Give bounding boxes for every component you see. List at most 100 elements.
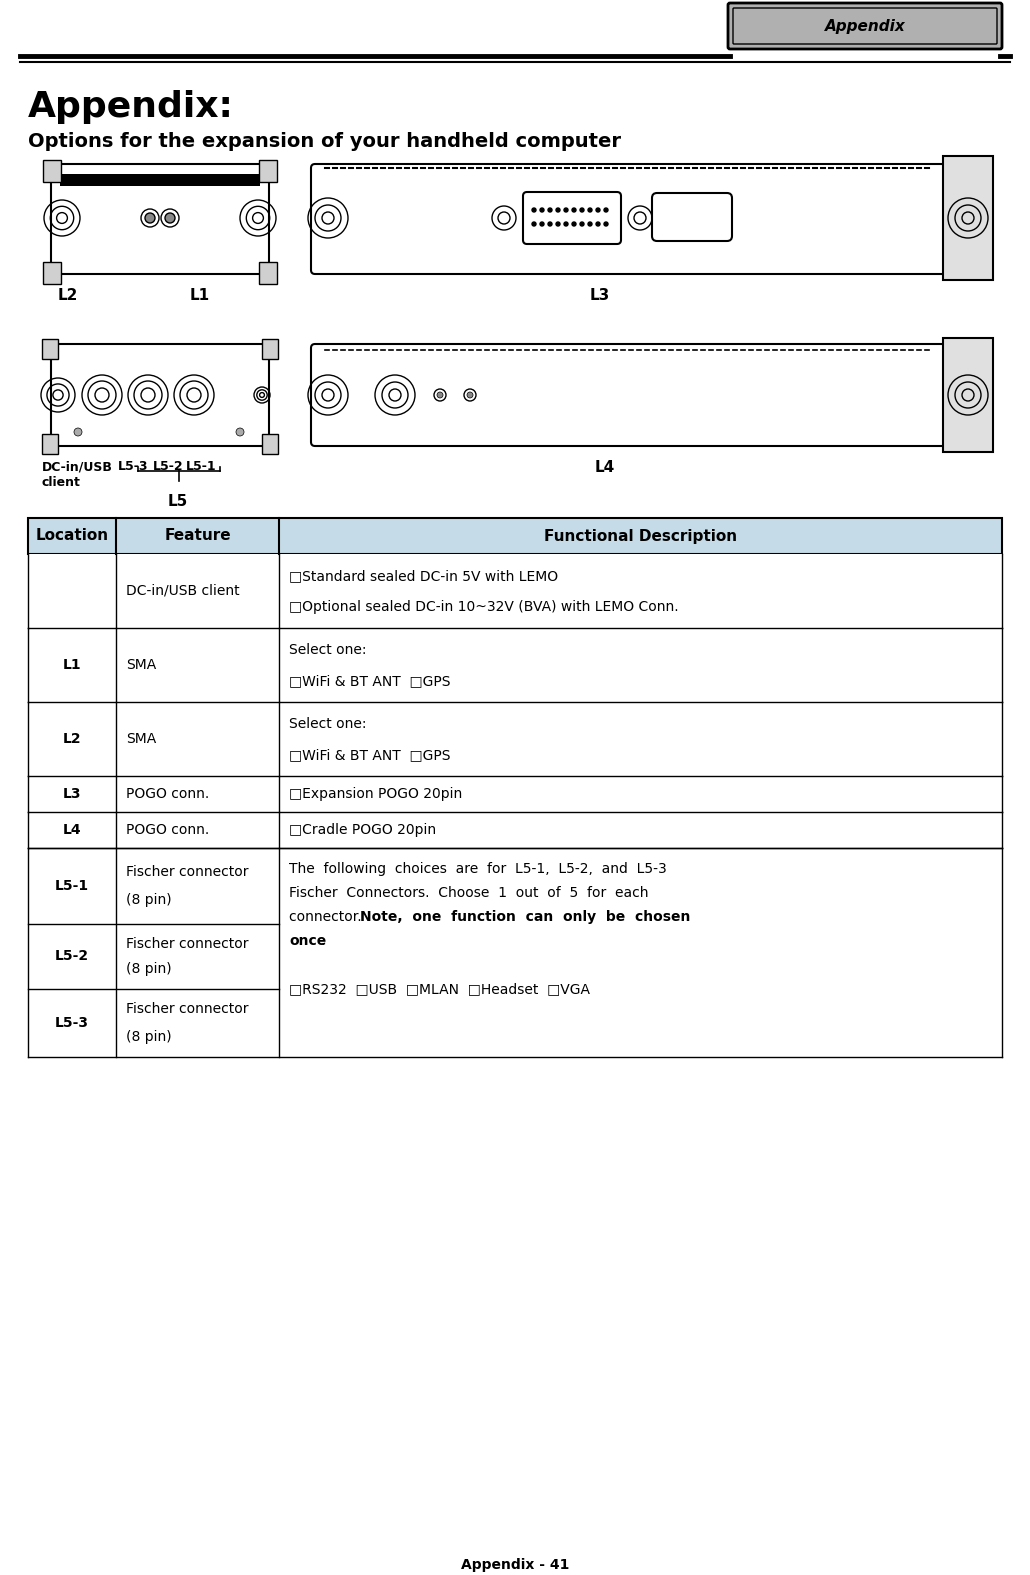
Text: client: client (42, 476, 81, 488)
Bar (28, 776, 1002, 813)
Bar (28, 518, 1002, 554)
Text: (8 pin): (8 pin) (126, 962, 172, 976)
FancyBboxPatch shape (311, 164, 949, 274)
Bar (28, 847, 1002, 1057)
Text: Functional Description: Functional Description (544, 529, 737, 543)
Text: L3: L3 (590, 288, 610, 302)
FancyBboxPatch shape (733, 8, 997, 44)
Bar (43, 161, 61, 183)
FancyBboxPatch shape (52, 164, 269, 274)
Text: L2: L2 (63, 732, 81, 747)
Text: Fischer  Connectors.  Choose  1  out  of  5  for  each: Fischer Connectors. Choose 1 out of 5 fo… (289, 887, 649, 899)
Bar (943, 339, 993, 452)
Text: Feature: Feature (164, 529, 231, 543)
Text: Appendix: Appendix (825, 19, 905, 33)
Bar (28, 518, 1002, 554)
Circle shape (588, 208, 592, 213)
Circle shape (572, 222, 576, 225)
Circle shape (540, 222, 544, 225)
Text: L2: L2 (58, 288, 78, 302)
Bar (28, 813, 1002, 847)
Text: POGO conn.: POGO conn. (126, 788, 209, 802)
Text: L5-3: L5-3 (55, 1016, 89, 1030)
Text: DC-in/USB: DC-in/USB (42, 460, 113, 472)
Text: Select one:: Select one: (289, 717, 367, 731)
Bar (43, 261, 61, 283)
Text: L5-1: L5-1 (185, 460, 216, 472)
Circle shape (572, 208, 576, 213)
Text: L1: L1 (190, 288, 210, 302)
Text: Fischer connector: Fischer connector (126, 1002, 248, 1016)
Circle shape (145, 213, 154, 224)
Bar (28, 554, 1002, 628)
Circle shape (74, 428, 82, 436)
Circle shape (580, 208, 584, 213)
Bar (262, 435, 278, 454)
Text: (8 pin): (8 pin) (126, 893, 172, 907)
Text: Fischer connector: Fischer connector (126, 937, 248, 950)
Text: SMA: SMA (126, 732, 157, 747)
Text: L5-2: L5-2 (152, 460, 183, 472)
Text: □Expansion POGO 20pin: □Expansion POGO 20pin (289, 788, 462, 802)
Text: Fischer connector: Fischer connector (126, 865, 248, 879)
Bar (42, 435, 58, 454)
Text: POGO conn.: POGO conn. (126, 824, 209, 836)
Text: Options for the expansion of your handheld computer: Options for the expansion of your handhe… (28, 132, 621, 151)
Text: □WiFi & BT ANT  □GPS: □WiFi & BT ANT □GPS (289, 674, 450, 688)
Text: L5: L5 (168, 495, 188, 509)
Text: Appendix:: Appendix: (28, 90, 234, 124)
Text: L5-3: L5-3 (117, 460, 148, 472)
Text: L4: L4 (595, 460, 615, 476)
Circle shape (236, 428, 244, 436)
Text: L4: L4 (63, 824, 81, 836)
Circle shape (604, 222, 608, 225)
Text: Location: Location (35, 529, 108, 543)
Circle shape (165, 213, 175, 224)
Circle shape (596, 222, 600, 225)
Circle shape (556, 208, 560, 213)
Text: L5-2: L5-2 (55, 950, 89, 964)
Bar (60, 173, 260, 186)
Text: □Optional sealed DC-in 10~32V (BVA) with LEMO Conn.: □Optional sealed DC-in 10~32V (BVA) with… (289, 600, 679, 614)
Circle shape (548, 222, 552, 225)
FancyBboxPatch shape (523, 192, 621, 244)
FancyBboxPatch shape (652, 194, 732, 241)
Text: SMA: SMA (126, 658, 157, 673)
FancyBboxPatch shape (728, 3, 1002, 49)
Text: .: . (321, 934, 325, 948)
Text: L3: L3 (63, 788, 81, 802)
Circle shape (564, 222, 568, 225)
Circle shape (580, 222, 584, 225)
Bar (943, 156, 993, 280)
Text: Appendix - 41: Appendix - 41 (460, 1558, 570, 1572)
Bar (28, 628, 1002, 702)
Text: □Cradle POGO 20pin: □Cradle POGO 20pin (289, 824, 436, 836)
Circle shape (533, 208, 536, 213)
Bar (259, 261, 277, 283)
Text: □Standard sealed DC-in 5V with LEMO: □Standard sealed DC-in 5V with LEMO (289, 569, 558, 583)
Text: L5-1: L5-1 (55, 879, 89, 893)
Bar (28, 702, 1002, 776)
Bar (259, 161, 277, 183)
Text: Select one:: Select one: (289, 643, 367, 657)
Bar (262, 339, 278, 359)
FancyBboxPatch shape (311, 343, 949, 446)
FancyBboxPatch shape (52, 343, 269, 446)
Circle shape (604, 208, 608, 213)
Circle shape (564, 208, 568, 213)
Circle shape (437, 392, 443, 398)
Circle shape (548, 208, 552, 213)
Circle shape (596, 208, 600, 213)
Bar (42, 339, 58, 359)
Text: □WiFi & BT ANT  □GPS: □WiFi & BT ANT □GPS (289, 748, 450, 762)
Text: once: once (289, 934, 327, 948)
Circle shape (540, 208, 544, 213)
Text: (8 pin): (8 pin) (126, 1030, 172, 1044)
Circle shape (467, 392, 473, 398)
Text: connector.: connector. (289, 910, 371, 925)
Circle shape (533, 222, 536, 225)
Text: Note,  one  function  can  only  be  chosen: Note, one function can only be chosen (360, 910, 690, 925)
Text: L1: L1 (63, 658, 81, 673)
Text: DC-in/USB client: DC-in/USB client (126, 584, 240, 599)
Text: The  following  choices  are  for  L5-1,  L5-2,  and  L5-3: The following choices are for L5-1, L5-2… (289, 862, 666, 876)
